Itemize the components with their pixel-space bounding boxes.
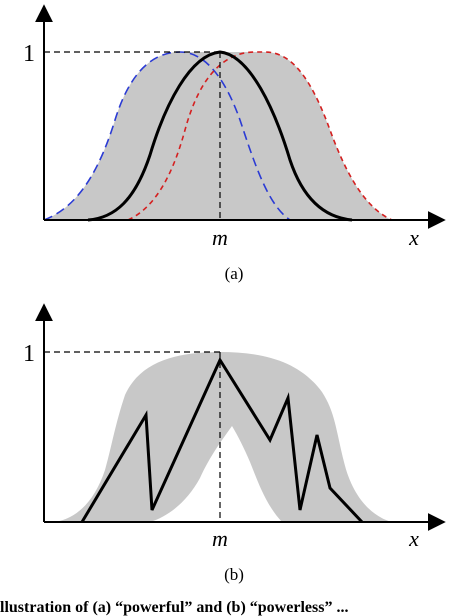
panel-b-x-axis-label: x	[408, 526, 419, 551]
panel-a: 1 m x (a)	[23, 4, 446, 283]
panel-a-right-bound-curve	[127, 51, 393, 221]
panel-b-uncertainty-band	[55, 352, 392, 522]
panel-b-caption: (b)	[224, 565, 244, 584]
panel-b: 1 m x (b)	[23, 303, 446, 584]
panel-a-uncertainty-band	[44, 52, 392, 220]
panel-a-x-axis-label: x	[408, 225, 419, 250]
panel-a-caption: (a)	[225, 264, 244, 283]
panel-b-x-tick-label: m	[212, 526, 228, 551]
panel-b-y-tick-label: 1	[23, 341, 35, 367]
panel-b-membership-polyline	[80, 356, 364, 524]
panel-a-x-tick-label: m	[212, 225, 228, 250]
panel-a-y-tick-label: 1	[23, 41, 35, 67]
figure-caption-fragment: llustration of (a) “powerful” and (b) “p…	[0, 599, 348, 616]
